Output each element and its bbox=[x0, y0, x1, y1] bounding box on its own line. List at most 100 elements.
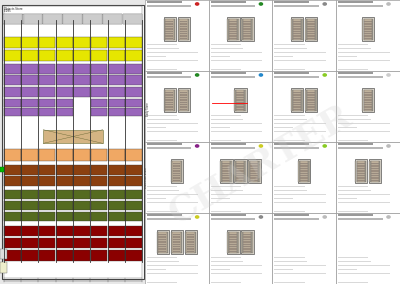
Bar bbox=[147, 127, 166, 128]
Bar bbox=[371, 173, 379, 174]
Bar bbox=[243, 246, 251, 247]
Bar bbox=[229, 239, 237, 240]
Bar bbox=[338, 5, 383, 7]
Bar bbox=[243, 19, 251, 40]
Bar bbox=[171, 161, 172, 182]
Bar bbox=[355, 159, 367, 183]
Bar bbox=[243, 26, 251, 27]
Bar bbox=[210, 48, 243, 49]
Bar bbox=[338, 202, 390, 203]
Bar bbox=[171, 232, 172, 253]
Bar bbox=[236, 165, 244, 167]
Bar bbox=[91, 250, 107, 261]
Bar bbox=[91, 37, 107, 48]
Bar bbox=[371, 178, 379, 179]
Bar bbox=[300, 175, 308, 176]
Bar bbox=[39, 37, 55, 48]
Bar bbox=[180, 38, 188, 39]
Bar bbox=[371, 168, 379, 169]
Bar bbox=[210, 60, 262, 61]
Bar bbox=[172, 161, 180, 182]
Bar bbox=[172, 170, 180, 172]
Bar bbox=[210, 198, 230, 199]
Bar bbox=[357, 180, 365, 181]
Bar bbox=[237, 19, 239, 40]
Bar bbox=[164, 88, 176, 112]
Bar bbox=[229, 241, 237, 243]
Bar bbox=[91, 87, 107, 97]
Bar bbox=[307, 23, 315, 25]
Circle shape bbox=[259, 145, 262, 147]
Bar bbox=[174, 19, 175, 40]
Bar bbox=[230, 161, 232, 182]
Bar bbox=[126, 50, 142, 61]
Bar bbox=[172, 173, 180, 174]
Bar bbox=[229, 19, 237, 40]
Bar bbox=[338, 44, 368, 45]
Bar bbox=[108, 37, 125, 48]
Bar bbox=[307, 102, 315, 103]
Bar bbox=[39, 108, 55, 116]
Bar bbox=[108, 250, 125, 261]
Bar bbox=[357, 168, 365, 169]
Bar bbox=[274, 56, 294, 57]
Bar bbox=[4, 238, 20, 248]
Bar bbox=[336, 142, 400, 213]
Bar bbox=[123, 14, 142, 24]
Bar bbox=[108, 87, 125, 97]
Bar bbox=[209, 71, 272, 142]
Bar bbox=[250, 163, 258, 164]
Bar bbox=[210, 140, 241, 141]
Bar bbox=[293, 23, 301, 25]
Bar bbox=[4, 76, 20, 85]
Bar bbox=[272, 0, 336, 71]
Bar bbox=[228, 19, 229, 40]
Bar bbox=[74, 149, 90, 161]
Bar bbox=[243, 31, 251, 32]
Bar bbox=[293, 19, 301, 40]
Bar bbox=[126, 250, 142, 261]
Bar bbox=[364, 23, 372, 25]
Circle shape bbox=[387, 74, 390, 76]
Bar bbox=[210, 273, 262, 274]
Bar bbox=[307, 109, 315, 110]
Bar bbox=[338, 131, 390, 132]
Bar bbox=[39, 226, 55, 236]
Bar bbox=[307, 104, 315, 105]
Bar bbox=[147, 60, 198, 61]
Bar bbox=[147, 5, 191, 7]
Bar bbox=[300, 173, 308, 174]
Bar bbox=[0, 167, 4, 172]
Bar bbox=[174, 90, 175, 111]
Bar bbox=[126, 76, 142, 85]
Bar bbox=[222, 163, 230, 164]
Bar bbox=[147, 218, 191, 220]
Bar bbox=[56, 176, 73, 185]
Bar bbox=[21, 250, 38, 261]
Bar bbox=[274, 190, 307, 191]
Bar bbox=[234, 90, 236, 111]
Bar bbox=[236, 92, 244, 93]
Bar bbox=[274, 1, 310, 3]
Bar bbox=[210, 265, 262, 266]
Bar bbox=[108, 238, 125, 248]
Bar bbox=[210, 65, 243, 66]
Bar bbox=[229, 236, 237, 238]
Bar bbox=[21, 108, 38, 116]
Bar bbox=[222, 165, 230, 167]
Bar bbox=[172, 234, 180, 235]
Bar bbox=[274, 218, 319, 220]
Bar bbox=[21, 99, 38, 107]
Bar bbox=[74, 76, 90, 85]
Text: E-105: E-105 bbox=[4, 9, 12, 13]
Bar bbox=[185, 230, 197, 254]
Bar bbox=[338, 69, 368, 70]
Bar bbox=[126, 238, 142, 248]
Bar bbox=[147, 65, 179, 66]
Bar bbox=[336, 213, 400, 284]
Bar bbox=[147, 131, 198, 132]
Bar bbox=[164, 90, 165, 111]
Bar bbox=[274, 72, 310, 74]
Bar bbox=[243, 236, 251, 238]
Bar bbox=[158, 234, 166, 235]
